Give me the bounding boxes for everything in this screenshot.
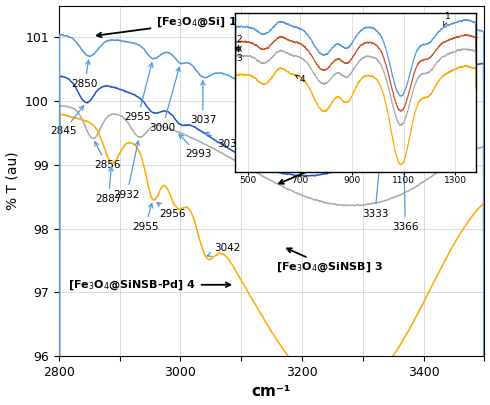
Text: 2850: 2850 [72,60,98,89]
Text: 2887: 2887 [96,167,122,204]
Text: 3034: 3034 [205,132,243,149]
Text: 2932: 2932 [114,141,140,200]
Text: 2955: 2955 [132,203,158,232]
Y-axis label: % T (au): % T (au) [5,151,20,210]
Text: 3000: 3000 [149,67,180,133]
Text: 2845: 2845 [50,106,83,136]
Text: 3042: 3042 [207,243,240,256]
Text: [Fe$_3$O$_4$@SiNSB-Pd] 4: [Fe$_3$O$_4$@SiNSB-Pd] 4 [68,278,230,292]
Text: [Fe$_3$O$_4$@SiNSB] 3: [Fe$_3$O$_4$@SiNSB] 3 [276,248,383,274]
Text: 3333: 3333 [362,135,388,219]
X-axis label: cm⁻¹: cm⁻¹ [252,384,292,399]
Text: 2993: 2993 [179,134,212,159]
Text: 2955: 2955 [124,63,153,122]
Text: 2856: 2856 [94,142,121,170]
Text: 3366: 3366 [392,126,418,232]
Text: [Fe$_3$O$_4$@Si-NH$_2$] 2: [Fe$_3$O$_4$@Si-NH$_2$] 2 [279,151,396,184]
Text: 3037: 3037 [190,81,216,126]
Text: [Fe$_3$O$_4$@Si] 1: [Fe$_3$O$_4$@Si] 1 [97,15,237,37]
Text: 2956: 2956 [157,202,186,219]
